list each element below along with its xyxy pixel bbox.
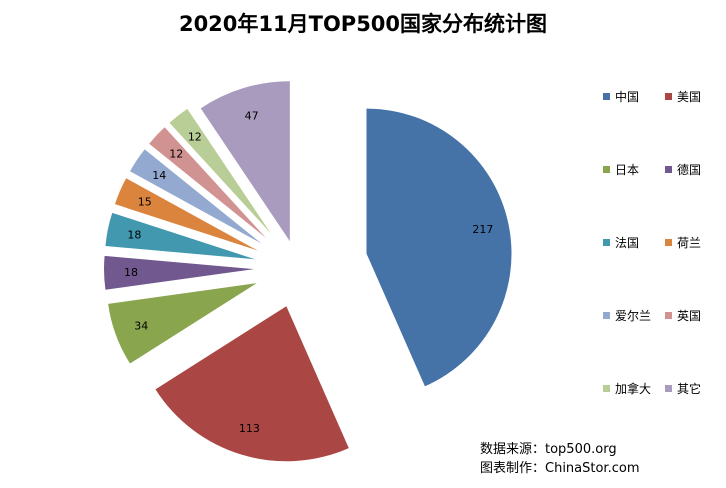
- slice-value-label-4: 18: [127, 229, 141, 242]
- legend-swatch: [603, 93, 610, 100]
- pie-slice-7: [149, 127, 266, 238]
- legend-label: 德国: [677, 163, 702, 177]
- legend-label: 日本: [615, 163, 640, 177]
- legend-item-6: 爱尔兰: [603, 307, 665, 324]
- legend-item-5: 荷兰: [665, 234, 726, 251]
- pie-slice-1: [155, 306, 349, 462]
- pie-slice-0: [366, 108, 512, 387]
- legend-item-4: 法国: [603, 234, 665, 251]
- legend-row: 中国 美国: [603, 88, 726, 105]
- slice-value-label-9: 47: [245, 110, 259, 123]
- slice-value-label-1: 113: [239, 422, 260, 435]
- source-line-author: 图表制作：ChinaStor.com: [480, 461, 640, 476]
- legend-swatch: [603, 166, 610, 173]
- legend-swatch: [665, 239, 672, 246]
- legend-swatch: [665, 93, 672, 100]
- legend-row: 日本 德国: [603, 161, 726, 178]
- legend-item-3: 德国: [665, 161, 726, 178]
- slice-value-label-7: 12: [169, 148, 183, 161]
- legend-label: 爱尔兰: [615, 309, 652, 323]
- legend-item-9: 其它: [665, 380, 726, 397]
- legend-label: 中国: [615, 90, 640, 104]
- pie-slice-8: [169, 108, 271, 234]
- slice-value-label-8: 12: [188, 131, 202, 144]
- legend-swatch: [603, 385, 610, 392]
- legend-row: 法国 荷兰: [603, 234, 726, 251]
- pie-slice-5: [114, 178, 258, 251]
- legend-item-7: 英国: [665, 307, 726, 324]
- legend-label: 法国: [615, 236, 640, 250]
- pie-slice-9: [200, 81, 290, 242]
- source-note: 数据来源：top500.org 图表制作：ChinaStor.com: [480, 440, 640, 478]
- legend-swatch: [665, 166, 672, 173]
- legend-swatch: [603, 312, 610, 319]
- pie-slice-2: [108, 283, 257, 364]
- legend-swatch: [665, 385, 672, 392]
- legend-row: 加拿大 其它: [603, 380, 726, 397]
- pie-slice-3: [104, 255, 255, 290]
- source-line-data: 数据来源：top500.org: [480, 442, 617, 457]
- legend-item-2: 日本: [603, 161, 665, 178]
- legend-label: 英国: [677, 309, 702, 323]
- legend-swatch: [665, 312, 672, 319]
- legend-swatch: [603, 239, 610, 246]
- legend-label: 荷兰: [677, 236, 702, 250]
- legend-label: 美国: [677, 90, 702, 104]
- legend-label: 其它: [677, 382, 702, 396]
- pie-slice-6: [130, 149, 262, 244]
- legend: 中国 美国日本 德国法国 荷兰爱尔兰 英国加拿大 其它: [603, 88, 723, 408]
- slice-value-label-0: 217: [472, 223, 493, 236]
- chart-title: 2020年11月TOP500国家分布统计图: [178, 12, 548, 36]
- legend-item-1: 美国: [665, 88, 726, 105]
- legend-label: 加拿大: [615, 382, 652, 396]
- legend-item-8: 加拿大: [603, 380, 665, 397]
- slice-value-label-6: 14: [152, 169, 166, 182]
- pie-slice-4: [105, 212, 255, 260]
- legend-row: 爱尔兰 英国: [603, 307, 726, 324]
- slice-value-label-3: 18: [124, 266, 138, 279]
- slice-value-label-5: 15: [138, 196, 152, 209]
- slice-value-label-2: 34: [134, 320, 148, 333]
- legend-item-0: 中国: [603, 88, 665, 105]
